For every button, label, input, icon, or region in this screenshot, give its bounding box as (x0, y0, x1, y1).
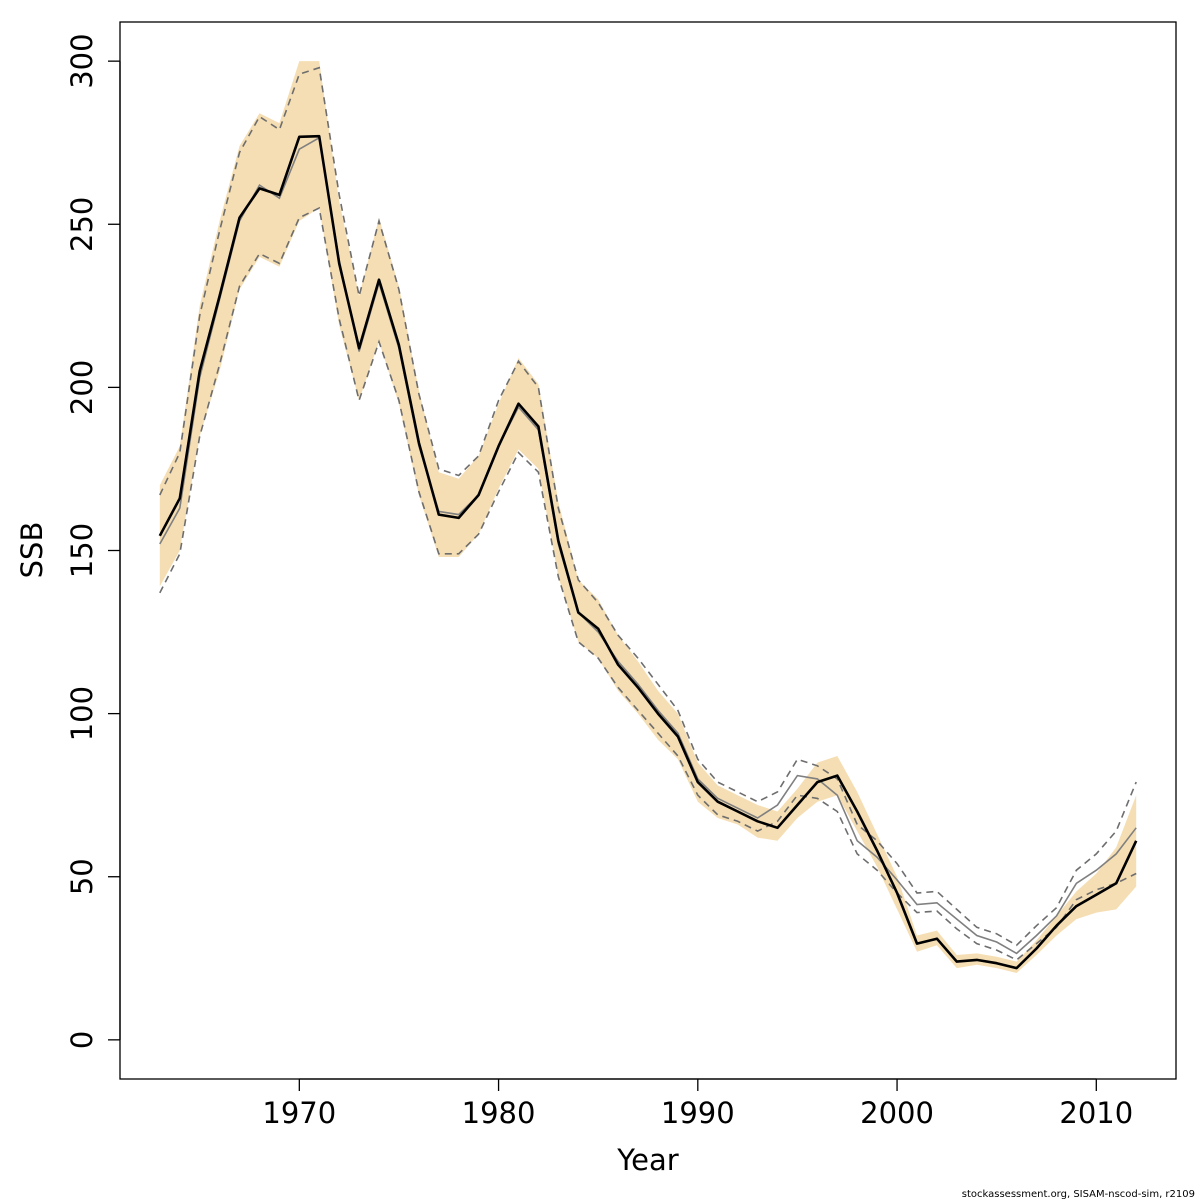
y-tick-label: 300 (65, 33, 99, 88)
x-tick-label: 2000 (860, 1096, 934, 1130)
estimate-series-line (158, 134, 1138, 970)
confidence-band (159, 61, 1137, 974)
x-tick-label: 1970 (262, 1096, 336, 1130)
y-tick-label: 250 (65, 197, 99, 252)
axes: 1970 1980 1990 2000 2010 0 50 100 150 200 250 300 (65, 33, 1133, 1130)
y-tick-label: 50 (65, 858, 99, 895)
y-axis-title: SSB (15, 522, 49, 579)
x-axis-title: Year (616, 1143, 678, 1177)
y-tick-label: 150 (65, 523, 99, 578)
y-tick-label: 0 (65, 1031, 99, 1049)
credit-text: stockassessment.org, SISAM-nscod-sim, r2… (962, 1189, 1195, 1200)
y-tick-label: 100 (65, 686, 99, 741)
x-tick-label: 1980 (462, 1096, 536, 1130)
y-tick-label: 200 (65, 360, 99, 415)
x-tick-label: 2010 (1059, 1096, 1133, 1130)
reference-upper-bound-line (159, 66, 1137, 947)
plot-area (158, 61, 1138, 974)
reference-lower-bound-line (159, 206, 1137, 961)
x-tick-label: 1990 (661, 1096, 735, 1130)
